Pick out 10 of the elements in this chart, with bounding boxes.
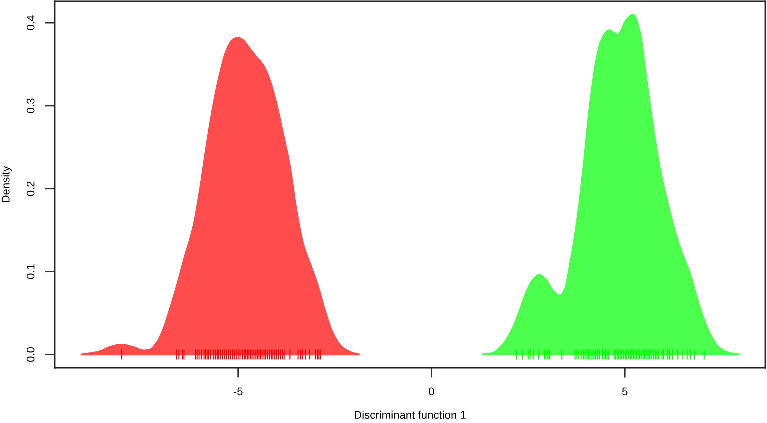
y-tick-label: 0.3 xyxy=(26,98,35,114)
y-tick-label: 0.2 xyxy=(26,182,35,196)
y-tick-label: 0.4 xyxy=(26,16,35,30)
x-tick-label: 0 xyxy=(429,388,434,396)
y-tick-label: 0.1 xyxy=(26,264,35,280)
x-tick-label: -5 xyxy=(234,388,243,396)
x-axis-title: Discriminant function 1 xyxy=(354,410,466,420)
y-tick-label: 0.0 xyxy=(26,347,35,362)
x-tick-label: 5 xyxy=(622,388,628,396)
y-axis-title: Density xyxy=(2,166,12,202)
